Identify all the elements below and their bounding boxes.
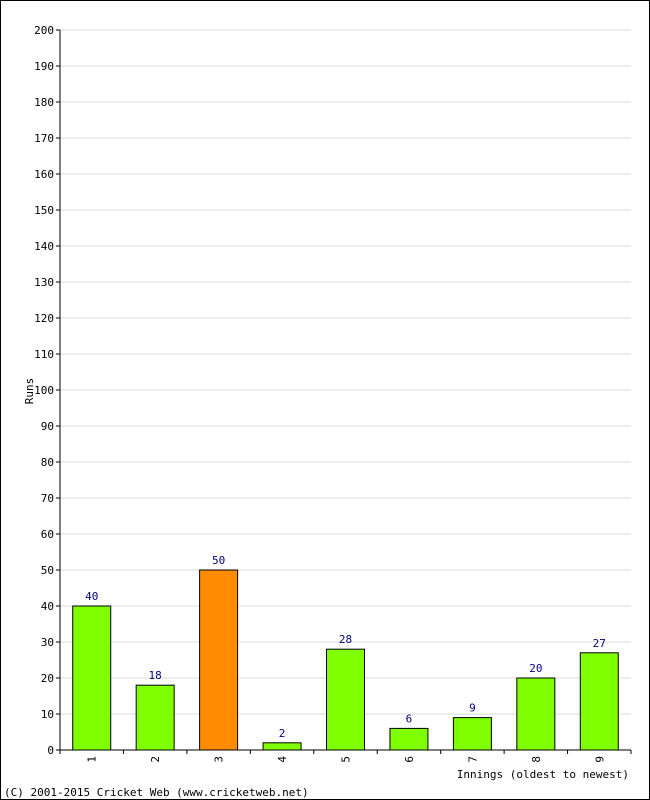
x-tick-label: 1 [86,756,99,763]
bar-innings-2 [135,684,175,751]
value-label: 50 [212,554,225,567]
value-label: 2 [279,727,286,740]
x-axis-label: Innings (oldest to newest) [457,768,629,781]
y-tick-label: 50 [41,564,54,577]
y-tick-label: 110 [34,348,54,361]
y-tick-label: 70 [41,492,54,505]
value-label: 6 [406,712,413,725]
value-label: 18 [149,669,162,682]
x-tick-label: 4 [276,756,289,763]
y-tick-label: 160 [34,168,54,181]
y-tick-labels: 0 10 20 30 40 50 60 70 80 90 100 110 120 130 140 150 160… [34,24,54,757]
y-tick-label: 190 [34,60,54,73]
y-tick-label: 80 [41,456,54,469]
value-label: 20 [529,662,542,675]
x-tick-label: 7 [466,756,479,763]
value-label: 40 [85,590,98,603]
x-tick-labels: 1 2 3 4 5 6 7 8 9 [86,756,607,763]
x-tick-label: 5 [340,756,353,763]
y-tick-label: 120 [34,312,54,325]
gridlines [60,29,631,715]
bar-innings-7 [452,717,492,751]
x-tick-label: 6 [403,756,416,763]
y-axis-label: Runs [23,378,36,405]
y-tick-label: 170 [34,132,54,145]
y-tick-label: 180 [34,96,54,109]
bar-innings-9 [579,652,619,751]
y-tick-label: 150 [34,204,54,217]
y-tick-label: 30 [41,636,54,649]
copyright-footer: (C) 2001-2015 Cricket Web (www.cricketwe… [4,786,309,799]
bar-innings-6 [389,727,429,751]
y-tick-label: 40 [41,600,54,613]
y-tick-label: 130 [34,276,54,289]
y-tick-label: 10 [41,708,54,721]
y-tick-label: 100 [34,384,54,397]
x-tick-label: 8 [530,756,543,763]
y-tick-label: 200 [34,24,54,37]
y-tick-label: 140 [34,240,54,253]
value-label: 28 [339,633,352,646]
bar-innings-1 [72,605,112,751]
bars [72,569,619,751]
value-labels: 40 18 50 2 28 6 9 20 27 [85,554,606,740]
bar-innings-3 [199,569,239,751]
y-tick-label: 0 [47,744,54,757]
bar-innings-8 [516,677,556,751]
y-tick-label: 60 [41,528,54,541]
x-tick-label: 2 [149,756,162,763]
axes [56,29,632,754]
y-tick-label: 90 [41,420,54,433]
value-label: 9 [469,702,476,715]
bar-innings-5 [326,648,365,751]
y-tick-label: 20 [41,672,54,685]
bar-innings-4 [262,742,302,751]
x-tick-label: 3 [213,756,226,763]
x-tick-label: 9 [593,756,606,763]
value-label: 27 [593,637,606,650]
